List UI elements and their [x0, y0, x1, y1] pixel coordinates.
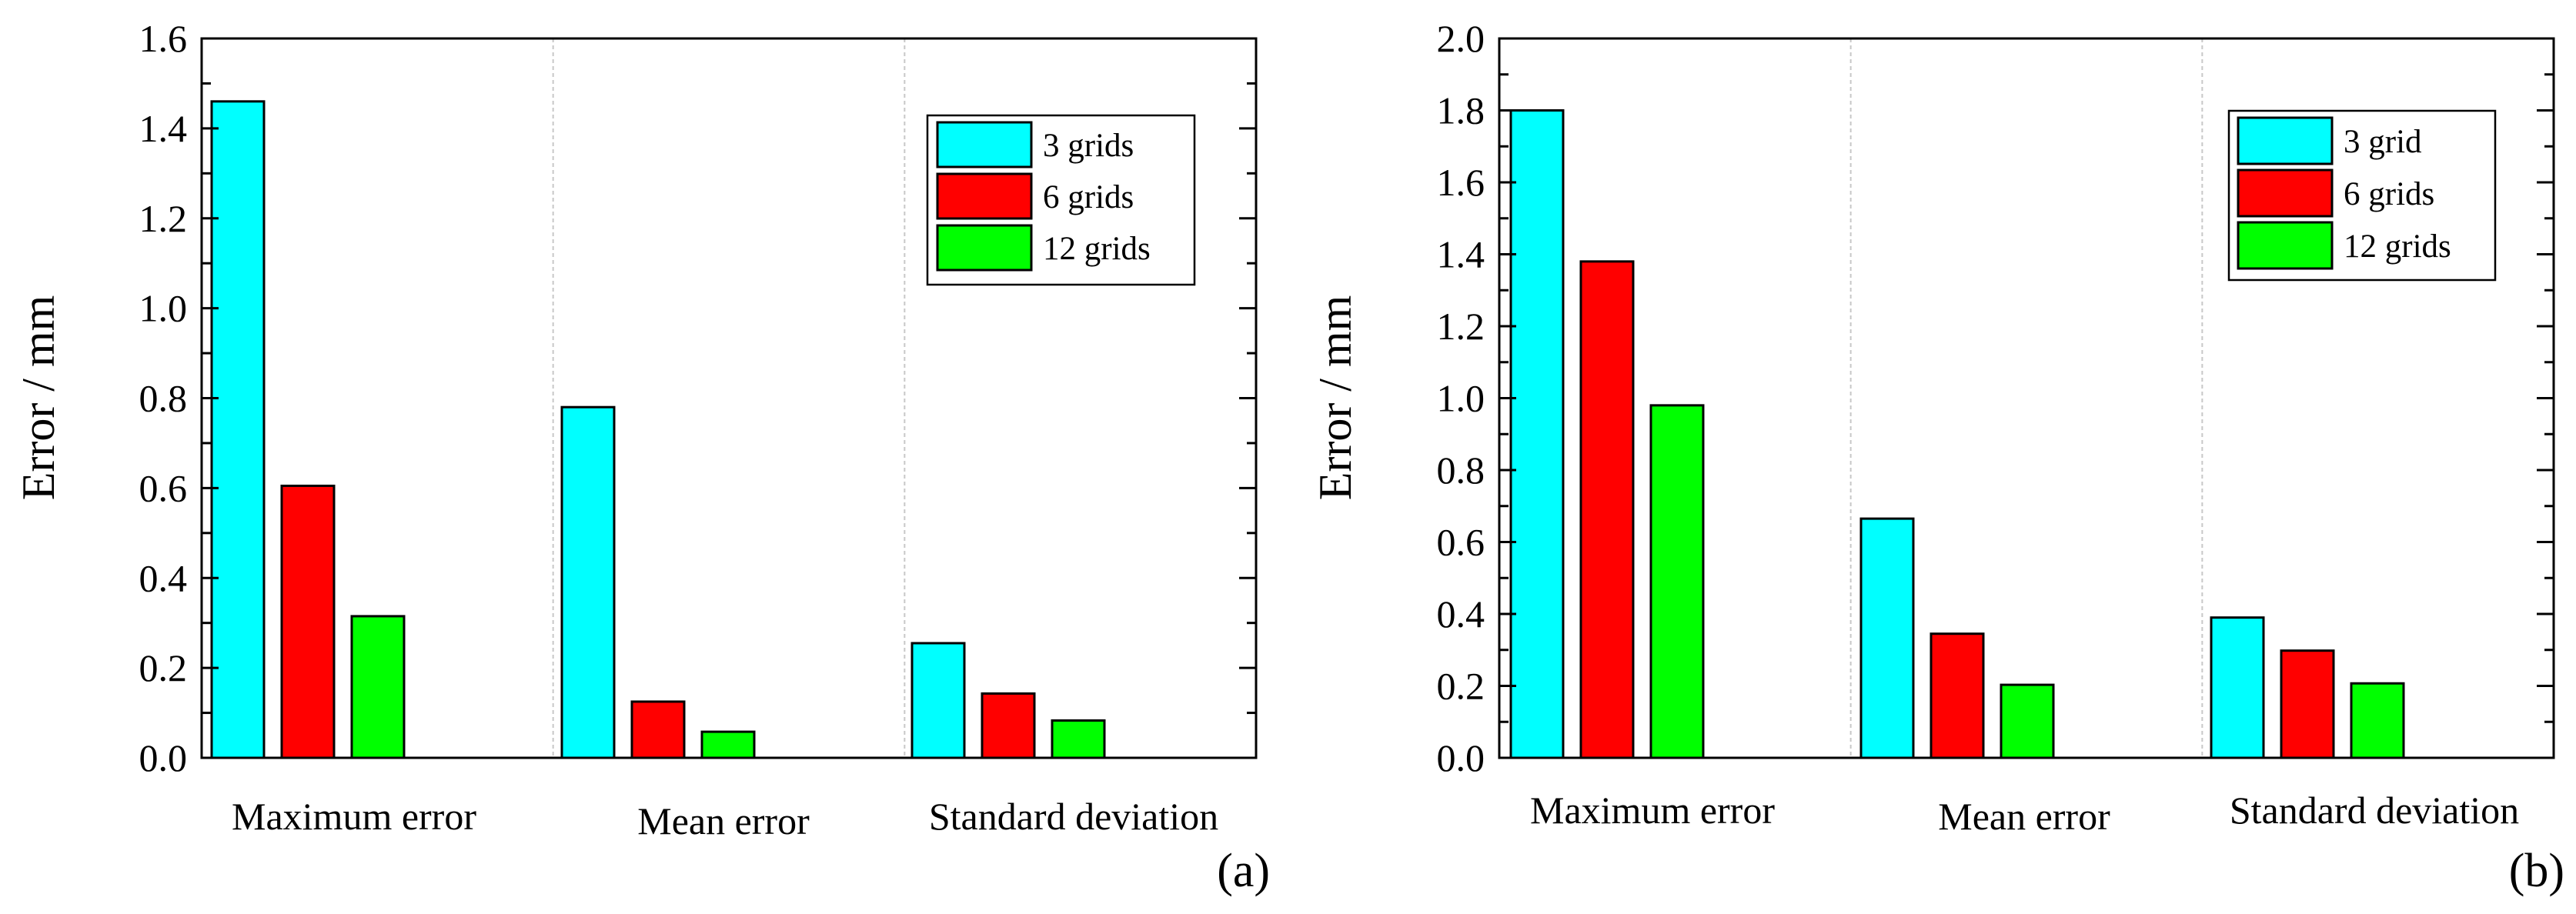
- x-category-labels: Maximum error Mean error Standard deviat…: [1530, 789, 2519, 838]
- axis-ticks: [202, 37, 1256, 759]
- legend-label: 12 grids: [2344, 228, 2451, 265]
- y-tick-label: 1.6: [139, 17, 188, 60]
- y-tick-label: 0.6: [139, 466, 188, 509]
- bars: [210, 100, 1106, 759]
- bar: [280, 484, 336, 759]
- y-tick-label: 1.8: [1437, 89, 1485, 132]
- legend-swatch: [2237, 168, 2334, 218]
- x-tick-label: Maximum error: [1530, 789, 1775, 832]
- y-tick-label: 0.0: [139, 736, 188, 779]
- y-tick-label: 1.0: [1437, 377, 1485, 420]
- bar: [2280, 649, 2335, 759]
- y-tick-label: 0.4: [139, 556, 188, 599]
- bar: [910, 642, 966, 759]
- bar: [210, 100, 266, 759]
- y-tick-labels: 0.0 0.2 0.4 0.6 0.8 1.0 1.2 1.4 1.6: [139, 17, 188, 779]
- x-tick-label: Mean error: [637, 799, 810, 842]
- y-tick-label: 1.6: [1437, 161, 1485, 204]
- bars: [1509, 109, 2405, 759]
- y-tick-label: 1.4: [1437, 233, 1485, 276]
- legend-swatch: [936, 224, 1033, 272]
- y-tick-label: 0.0: [1437, 736, 1485, 779]
- legend-swatch: [936, 121, 1033, 168]
- legend-swatch: [936, 172, 1033, 220]
- category-separators: [552, 38, 906, 758]
- y-axis-title: Error / mm: [1310, 295, 1361, 501]
- legend: 3 grid 6 grids 12 grids: [2227, 109, 2497, 282]
- y-tick-label: 1.2: [139, 197, 188, 240]
- legend-label: 6 grids: [2344, 176, 2434, 212]
- panel-label: (b): [2509, 845, 2564, 897]
- y-tick-label: 0.2: [1437, 665, 1485, 708]
- bar: [700, 730, 756, 759]
- category-separators: [1849, 38, 2203, 758]
- y-tick-label: 0.2: [139, 646, 188, 689]
- bar: [1929, 632, 1985, 759]
- y-tick-label: 0.4: [1437, 592, 1485, 635]
- bar: [1051, 719, 1106, 759]
- bar: [1859, 517, 1915, 759]
- axis-ticks: [1499, 37, 2554, 759]
- y-axis-title: Error / mm: [13, 295, 64, 501]
- legend: 3 grids 6 grids 12 grids: [926, 114, 1196, 286]
- y-tick-label: 0.8: [1437, 449, 1485, 492]
- y-tick-label: 1.2: [1437, 305, 1485, 348]
- y-tick-label: 1.4: [139, 107, 188, 150]
- x-category-labels: Maximum error Mean error Standard deviat…: [232, 795, 1218, 842]
- bar: [981, 692, 1036, 759]
- bar: [630, 700, 686, 759]
- legend-label: 6 grids: [1043, 179, 1134, 215]
- bar: [2350, 682, 2405, 759]
- chart-panel-b: 0.0 0.2 0.4 0.6 0.8 1.0 1.2 1.4 1.6 1.8 2.0 Maximu…: [1310, 17, 2564, 897]
- bar: [350, 615, 406, 759]
- legend-swatch: [2237, 221, 2334, 270]
- legend-label: 12 grids: [1043, 231, 1151, 267]
- y-tick-label: 1.0: [139, 287, 188, 330]
- x-tick-label: Mean error: [1938, 795, 2110, 838]
- legend-label: 3 grid: [2344, 124, 2422, 160]
- bar: [2210, 616, 2265, 759]
- legend-swatch: [2237, 116, 2334, 165]
- x-tick-label: Standard deviation: [929, 795, 1218, 838]
- panel-label: (a): [1217, 845, 1270, 897]
- y-tick-labels: 0.0 0.2 0.4 0.6 0.8 1.0 1.2 1.4 1.6 1.8 2.0: [1437, 17, 1485, 779]
- bar: [560, 405, 616, 759]
- chart-panel-a: 0.0 0.2 0.4 0.6 0.8 1.0 1.2 1.4 1.6 Maximum erro…: [13, 17, 1270, 897]
- bar: [2000, 683, 2055, 759]
- bar: [1649, 404, 1705, 759]
- x-tick-label: Standard deviation: [2230, 789, 2519, 832]
- bar: [1579, 260, 1635, 759]
- y-tick-label: 2.0: [1437, 17, 1485, 60]
- legend-label: 3 grids: [1043, 128, 1134, 164]
- y-tick-label: 0.8: [139, 377, 188, 420]
- x-tick-label: Maximum error: [232, 795, 476, 838]
- y-tick-label: 0.6: [1437, 521, 1485, 564]
- bar: [1509, 109, 1565, 759]
